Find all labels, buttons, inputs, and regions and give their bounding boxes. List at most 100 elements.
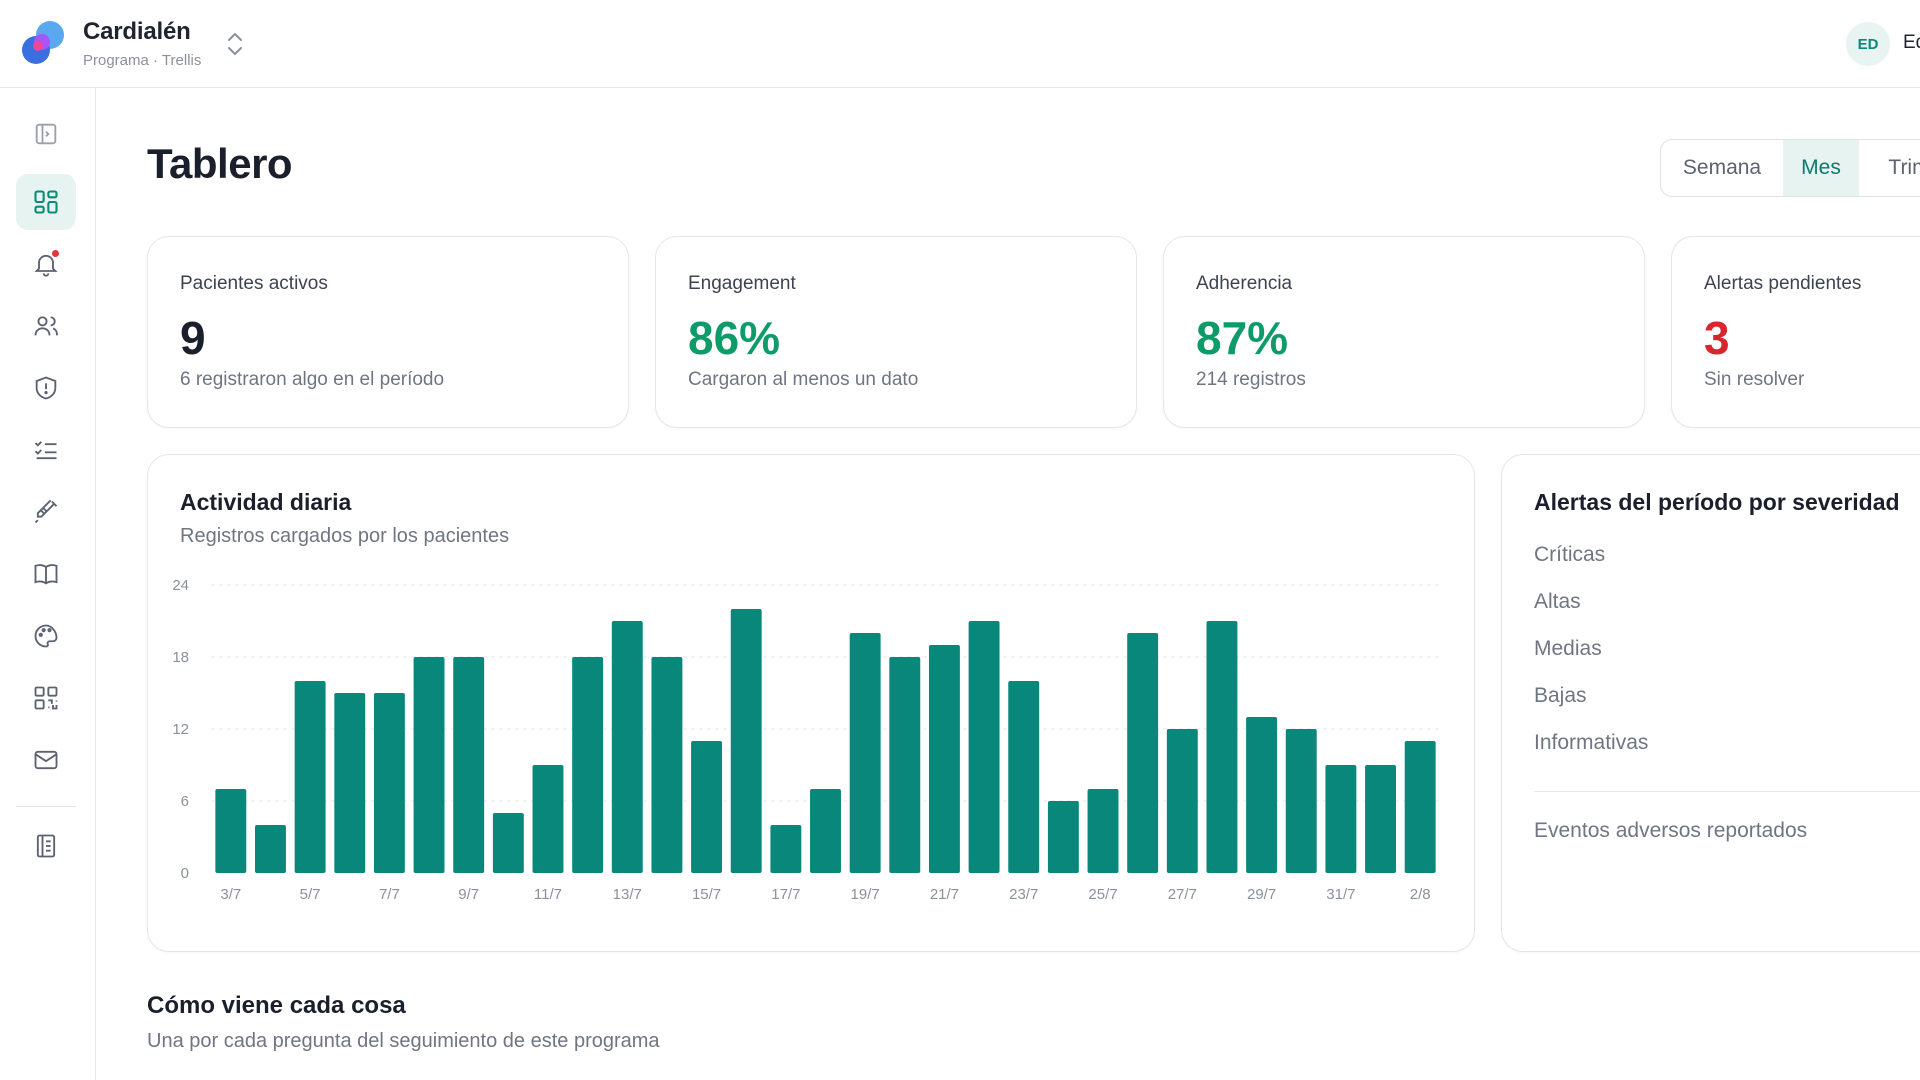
kpi-card-adherence[interactable]: Adherencia 87% 214 registros xyxy=(1163,236,1645,428)
chart-bar[interactable] xyxy=(492,813,524,873)
section-title: Cómo viene cada cosa xyxy=(147,992,406,1019)
chart-bar[interactable] xyxy=(1325,765,1357,873)
chart-bar[interactable] xyxy=(651,657,683,873)
x-tick-label: 9/7 xyxy=(458,886,479,903)
severity-row-medium[interactable]: Medias xyxy=(1534,637,1602,660)
chart-bar[interactable] xyxy=(1246,717,1278,873)
chart-bar[interactable] xyxy=(691,741,723,873)
alerts-by-severity-card: Alertas del período por severidad Crític… xyxy=(1501,454,1920,952)
user-avatar[interactable]: ED xyxy=(1846,22,1890,66)
chevron-up-down-icon[interactable] xyxy=(224,30,246,58)
sidebar-item-alerts[interactable] xyxy=(16,236,76,292)
page-title: Tablero xyxy=(147,140,293,187)
syringe-icon xyxy=(34,499,58,524)
period-month-button[interactable]: Mes xyxy=(1783,140,1859,196)
palette-icon xyxy=(34,624,58,648)
kpi-subtext: Cargaron al menos un dato xyxy=(688,369,919,390)
chart-bar[interactable] xyxy=(968,621,1000,873)
severity-row-critical[interactable]: Críticas xyxy=(1534,543,1606,566)
chart-bar[interactable] xyxy=(572,657,604,873)
chart-bar[interactable] xyxy=(1404,741,1436,873)
adverse-events-row[interactable]: Eventos adversos reportados xyxy=(1534,819,1808,842)
sidebar-item-library[interactable] xyxy=(16,546,76,602)
shield-alert-icon xyxy=(35,376,57,400)
kpi-value: 86% xyxy=(688,312,781,364)
chart-bar[interactable] xyxy=(453,657,485,873)
chart-bar[interactable] xyxy=(1087,789,1119,873)
kpi-label: Alertas pendientes xyxy=(1704,273,1862,294)
severity-row-info[interactable]: Informativas xyxy=(1534,731,1649,754)
chart-bar[interactable] xyxy=(611,621,643,873)
period-quarter-button[interactable]: Trim xyxy=(1888,156,1920,179)
sidebar-item-treatments[interactable] xyxy=(16,484,76,540)
chart-bar[interactable] xyxy=(810,789,841,873)
x-tick-label: 25/7 xyxy=(1088,886,1117,903)
y-tick-label: 18 xyxy=(172,649,189,666)
period-week-button[interactable]: Semana xyxy=(1682,156,1762,179)
chart-bar[interactable] xyxy=(1206,621,1238,873)
sidebar-toggle[interactable] xyxy=(16,106,76,162)
x-tick-label: 19/7 xyxy=(851,886,880,903)
chart-bar[interactable] xyxy=(1008,681,1040,873)
chart-bar[interactable] xyxy=(373,693,405,873)
x-tick-label: 27/7 xyxy=(1168,886,1197,903)
x-tick-label: 17/7 xyxy=(771,886,800,903)
chart-bar[interactable] xyxy=(1047,801,1079,873)
sidebar-item-dashboard[interactable] xyxy=(16,174,76,230)
y-tick-label: 24 xyxy=(172,577,189,594)
x-tick-label: 15/7 xyxy=(692,886,721,903)
severity-row-low[interactable]: Bajas xyxy=(1534,684,1587,707)
book-icon xyxy=(34,564,58,585)
top-bar: Cardialén Programa · Trellis ED Ed xyxy=(0,0,1920,88)
sidebar-item-safety[interactable] xyxy=(16,360,76,416)
kpi-subtext: 214 registros xyxy=(1196,369,1306,390)
chart-bar[interactable] xyxy=(730,609,762,873)
sidebar-item-messages[interactable] xyxy=(16,732,76,788)
report-icon xyxy=(36,834,56,858)
kpi-card-engagement[interactable]: Engagement 86% Cargaron al menos un dato xyxy=(655,236,1137,428)
kpi-label: Pacientes activos xyxy=(180,273,328,294)
chart-bar[interactable] xyxy=(413,657,445,873)
kpi-card-active-patients[interactable]: Pacientes activos 9 6 registraron algo e… xyxy=(147,236,629,428)
sidebar-item-tasks[interactable] xyxy=(16,422,76,478)
severity-row-high[interactable]: Altas xyxy=(1534,590,1581,613)
users-icon xyxy=(34,316,59,336)
chart-bar[interactable] xyxy=(532,765,564,873)
chart-bar[interactable] xyxy=(294,681,326,873)
chart-bar[interactable] xyxy=(928,645,960,873)
chart-title: Actividad diaria xyxy=(180,489,352,515)
x-tick-label: 5/7 xyxy=(300,886,321,903)
sidebar-toggle-icon xyxy=(35,123,57,145)
sidebar-divider xyxy=(16,806,76,807)
chart-bar[interactable] xyxy=(1365,765,1396,873)
chart-bar[interactable] xyxy=(889,657,921,873)
x-tick-label: 23/7 xyxy=(1009,886,1038,903)
bell-icon xyxy=(34,254,58,277)
sidebar-item-branding[interactable] xyxy=(16,608,76,664)
x-tick-label: 11/7 xyxy=(534,886,562,903)
chart-bar[interactable] xyxy=(1285,729,1317,873)
x-tick-label: 31/7 xyxy=(1326,886,1355,903)
chart-bar[interactable] xyxy=(770,825,802,873)
kpi-label: Adherencia xyxy=(1196,273,1293,294)
alerts-title: Alertas del período por severidad xyxy=(1534,489,1900,515)
x-tick-label: 13/7 xyxy=(613,886,642,903)
chart-bar[interactable] xyxy=(215,789,247,873)
sidebar-item-reports[interactable] xyxy=(16,818,76,874)
app-logo-icon[interactable] xyxy=(20,20,66,66)
x-tick-label: 29/7 xyxy=(1247,886,1276,903)
user-name[interactable]: Ed xyxy=(1903,32,1920,53)
x-tick-label: 2/8 xyxy=(1410,886,1431,903)
chart-bar[interactable] xyxy=(1166,729,1198,873)
org-info: Cardialén Programa · Trellis xyxy=(83,18,201,69)
chart-bar[interactable] xyxy=(1127,633,1159,873)
chart-bar[interactable] xyxy=(255,825,286,873)
org-subtitle: Programa · Trellis xyxy=(83,52,202,69)
daily-activity-card: Actividad diaria Registros cargados por … xyxy=(147,454,1475,952)
chart-bar[interactable] xyxy=(334,693,366,873)
chart-bar[interactable] xyxy=(849,633,881,873)
sidebar-item-patients[interactable] xyxy=(16,298,76,354)
kpi-card-pending-alerts[interactable]: Alertas pendientes 3 Sin resolver xyxy=(1671,236,1920,428)
sidebar-item-qr[interactable] xyxy=(16,670,76,726)
alerts-divider xyxy=(1534,791,1920,792)
